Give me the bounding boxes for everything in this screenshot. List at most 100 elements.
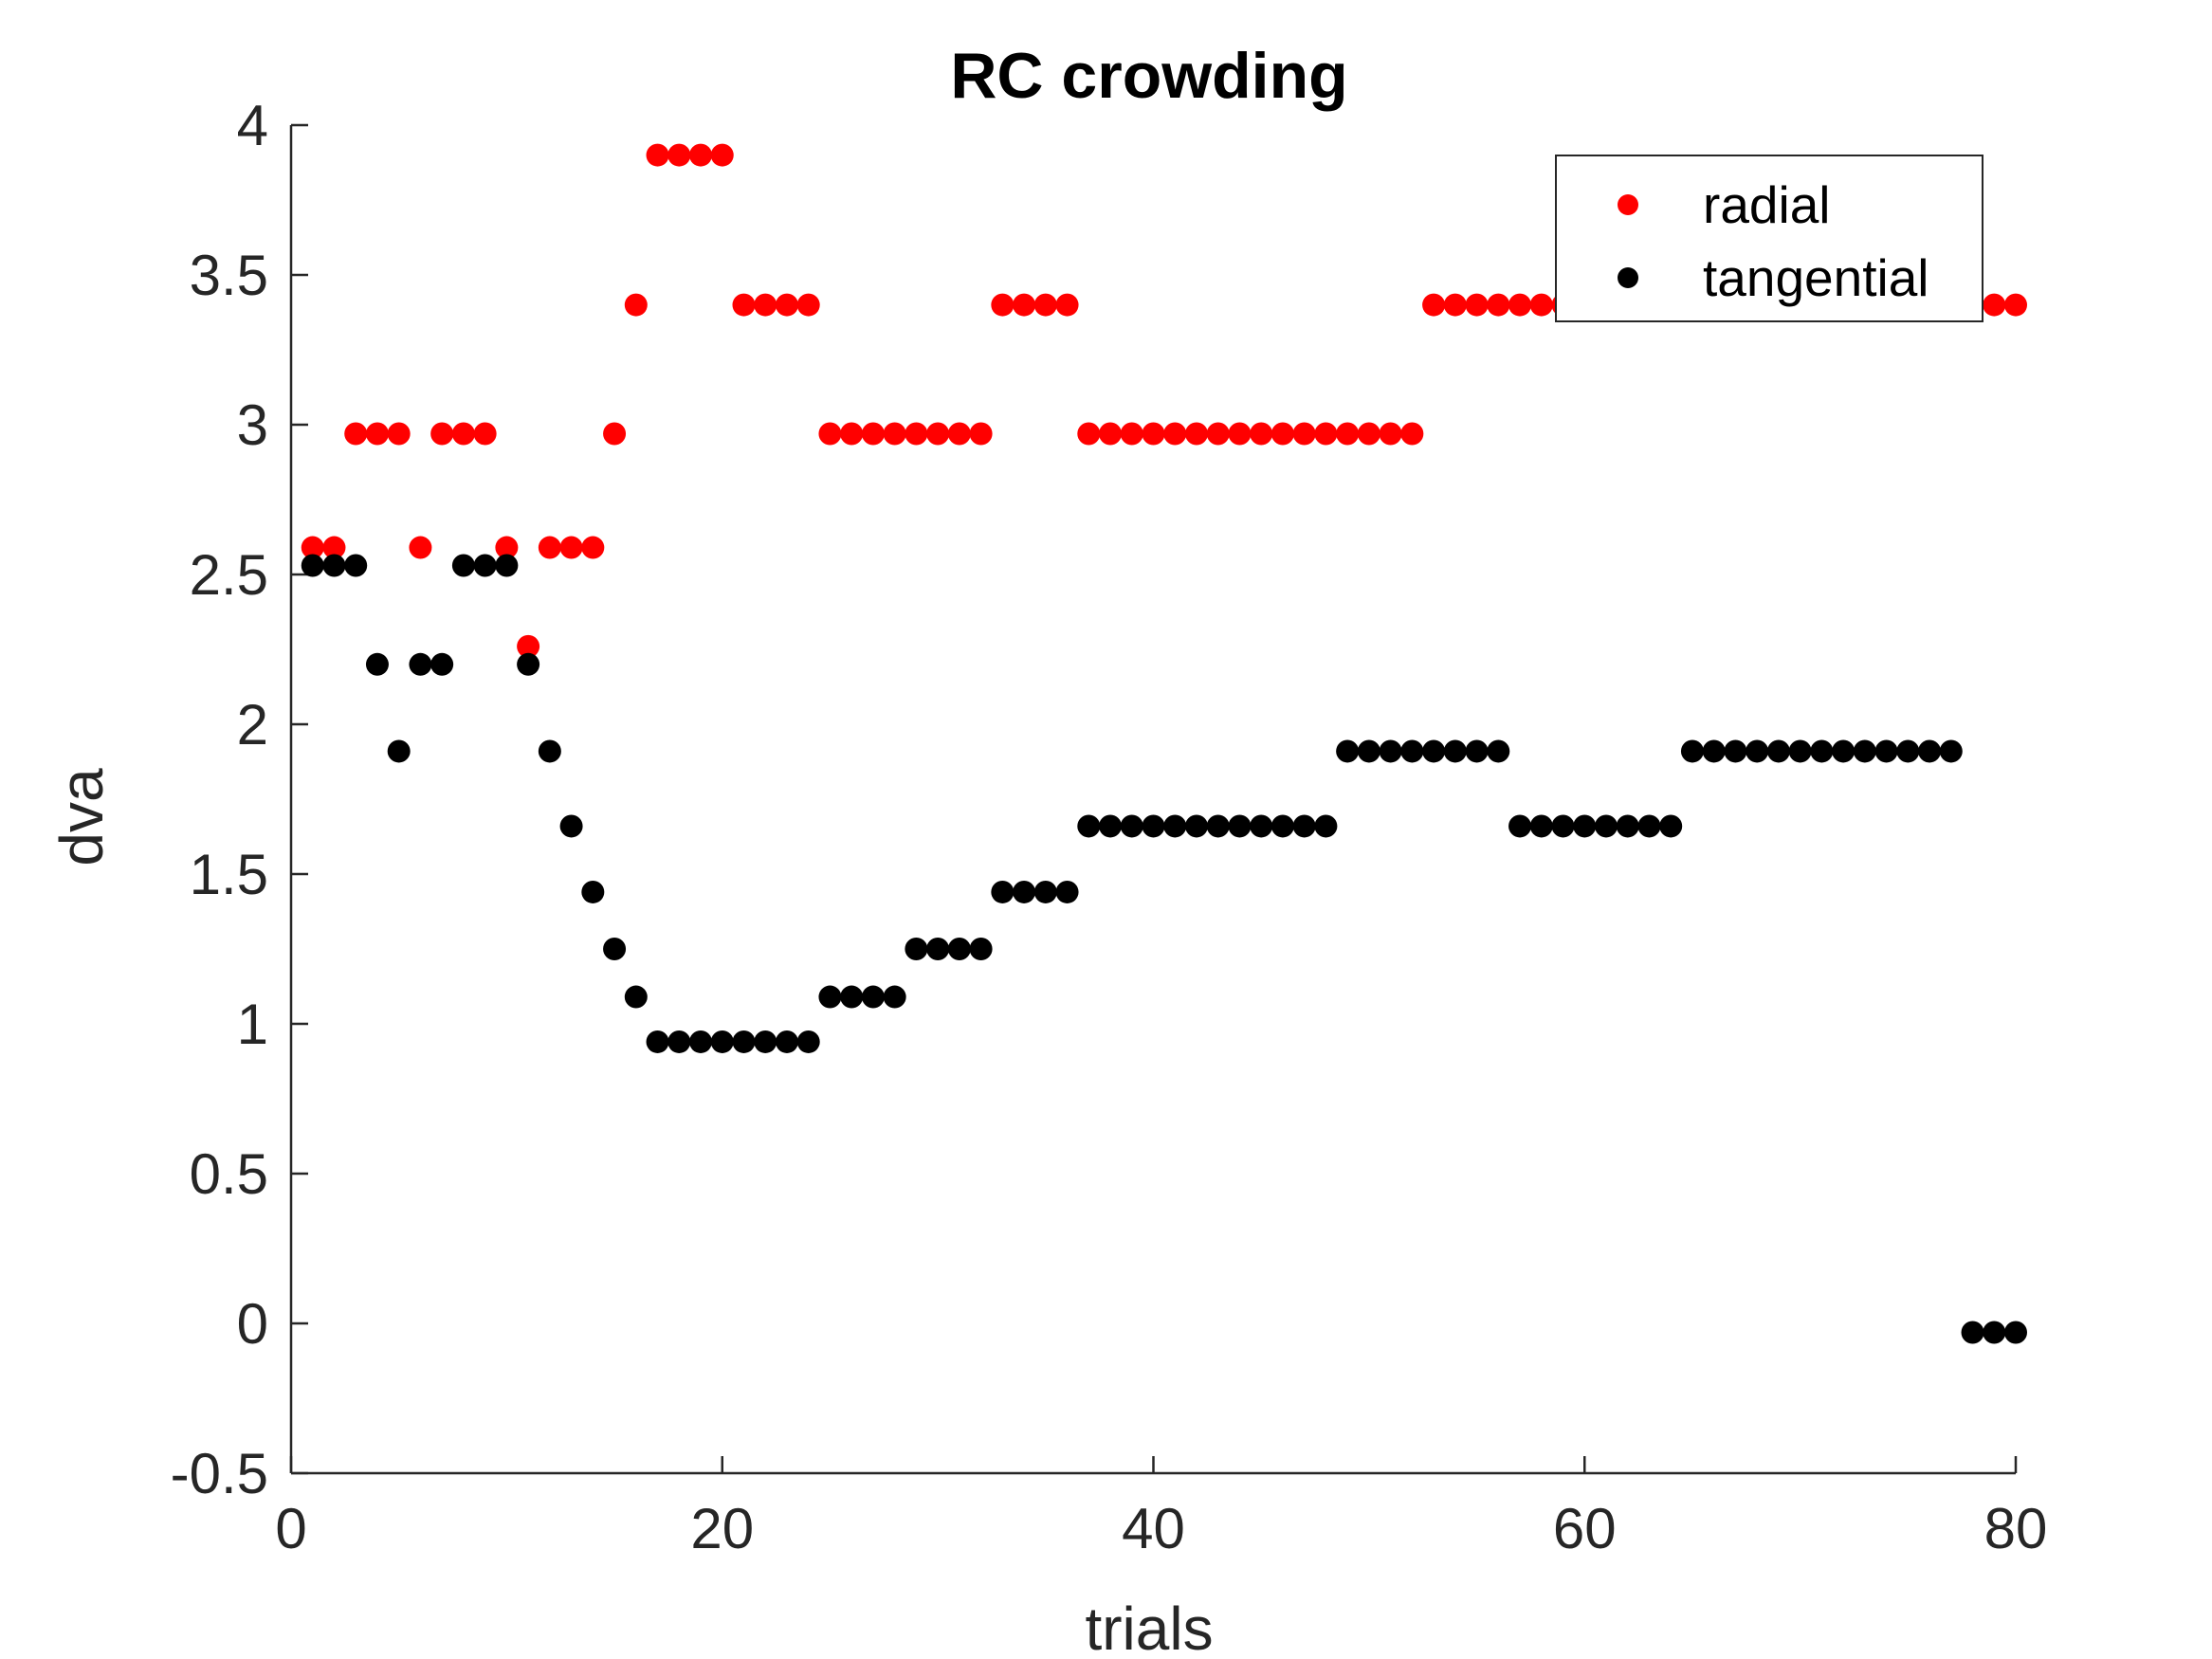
data-point-radial xyxy=(796,293,820,317)
data-point-tangential xyxy=(1120,814,1143,838)
data-point-tangential xyxy=(538,739,561,763)
data-point-radial xyxy=(2004,293,2027,317)
data-point-tangential xyxy=(1702,739,1726,763)
data-point-tangential xyxy=(1271,814,1294,838)
data-point-tangential xyxy=(1788,739,1812,763)
data-point-tangential xyxy=(646,1030,669,1053)
y-tick-label: 2 xyxy=(237,693,268,757)
data-point-tangential xyxy=(1336,739,1360,763)
data-point-tangential xyxy=(861,985,885,1009)
data-point-radial xyxy=(861,422,885,446)
data-point-tangential xyxy=(1163,814,1187,838)
data-point-radial xyxy=(905,422,928,446)
data-point-tangential xyxy=(1487,739,1510,763)
data-point-tangential xyxy=(840,985,864,1009)
data-point-radial xyxy=(818,422,842,446)
data-point-radial xyxy=(451,422,475,446)
data-point-tangential xyxy=(1832,739,1856,763)
data-point-tangential xyxy=(1659,814,1683,838)
data-point-radial xyxy=(1529,293,1553,317)
data-point-tangential xyxy=(883,985,906,1009)
data-point-radial xyxy=(667,143,691,167)
data-point-radial xyxy=(409,536,432,559)
data-point-tangential xyxy=(905,938,928,960)
data-point-radial xyxy=(430,422,454,446)
data-point-tangential xyxy=(495,554,519,577)
y-tick-label: 0 xyxy=(237,1292,268,1356)
data-point-tangential xyxy=(1896,739,1920,763)
legend: radial tangential xyxy=(1555,155,1983,322)
x-tick-label: 40 xyxy=(1122,1497,1185,1560)
data-point-radial xyxy=(603,422,627,446)
data-point-tangential xyxy=(344,554,368,577)
data-point-radial xyxy=(732,293,756,317)
data-point-radial xyxy=(624,293,648,317)
data-point-tangential xyxy=(301,554,324,577)
data-point-tangential xyxy=(581,880,605,903)
x-tick-label: 0 xyxy=(275,1497,306,1560)
data-point-radial xyxy=(1379,422,1402,446)
data-point-tangential xyxy=(689,1030,713,1053)
data-point-radial xyxy=(1336,422,1360,446)
data-point-radial xyxy=(322,536,346,559)
data-point-tangential xyxy=(365,652,389,676)
data-point-tangential xyxy=(1228,814,1252,838)
x-axis-label: trials xyxy=(1085,1595,1213,1659)
data-point-radial xyxy=(538,536,561,559)
data-point-radial xyxy=(495,536,519,559)
data-point-radial xyxy=(646,143,669,167)
data-point-radial xyxy=(969,422,993,446)
data-point-radial xyxy=(1487,293,1510,317)
data-point-radial xyxy=(1055,293,1079,317)
data-point-tangential xyxy=(1055,880,1079,903)
legend-marker-tangential xyxy=(1618,267,1638,288)
data-point-radial xyxy=(840,422,864,446)
data-point-tangential xyxy=(603,938,627,960)
data-point-tangential xyxy=(559,814,583,838)
data-point-radial xyxy=(1142,422,1165,446)
data-point-tangential xyxy=(1077,814,1101,838)
data-point-tangential xyxy=(1961,1321,1984,1344)
y-axis-label: dva xyxy=(47,768,116,866)
data-point-tangential xyxy=(947,938,971,960)
data-point-radial xyxy=(1120,422,1143,446)
data-point-tangential xyxy=(926,938,950,960)
data-point-tangential xyxy=(1680,739,1704,763)
data-point-radial xyxy=(559,536,583,559)
data-point-tangential xyxy=(1551,814,1575,838)
data-point-tangential xyxy=(1766,739,1790,763)
data-point-tangential xyxy=(732,1030,756,1053)
data-point-tangential xyxy=(473,554,497,577)
axes-layer xyxy=(289,125,2016,1475)
data-point-tangential xyxy=(517,652,540,676)
data-point-radial xyxy=(1422,293,1446,317)
data-point-tangential xyxy=(1573,814,1597,838)
data-point-tangential xyxy=(1314,814,1338,838)
data-point-tangential xyxy=(1379,739,1402,763)
data-point-radial xyxy=(301,536,324,559)
data-point-tangential xyxy=(1637,814,1661,838)
data-point-tangential xyxy=(1206,814,1230,838)
y-tick-label: 2.5 xyxy=(190,543,268,607)
data-point-tangential xyxy=(1357,739,1380,763)
data-point-radial xyxy=(1033,293,1057,317)
data-point-radial xyxy=(1465,293,1489,317)
data-point-tangential xyxy=(969,938,993,960)
data-point-radial xyxy=(1400,422,1424,446)
data-point-radial xyxy=(1443,293,1467,317)
data-point-tangential xyxy=(322,554,346,577)
data-point-radial xyxy=(517,634,540,658)
data-point-tangential xyxy=(1292,814,1316,838)
data-point-tangential xyxy=(775,1030,798,1053)
data-point-tangential xyxy=(1529,814,1553,838)
data-point-tangential xyxy=(1400,739,1424,763)
data-point-tangential xyxy=(754,1030,777,1053)
data-point-tangential xyxy=(1184,814,1208,838)
data-point-tangential xyxy=(1013,880,1036,903)
data-point-tangential xyxy=(430,652,454,676)
data-point-tangential xyxy=(1918,739,1942,763)
data-point-tangential xyxy=(1810,739,1834,763)
y-tick-label: 3.5 xyxy=(190,244,268,307)
data-point-tangential xyxy=(1874,739,1898,763)
